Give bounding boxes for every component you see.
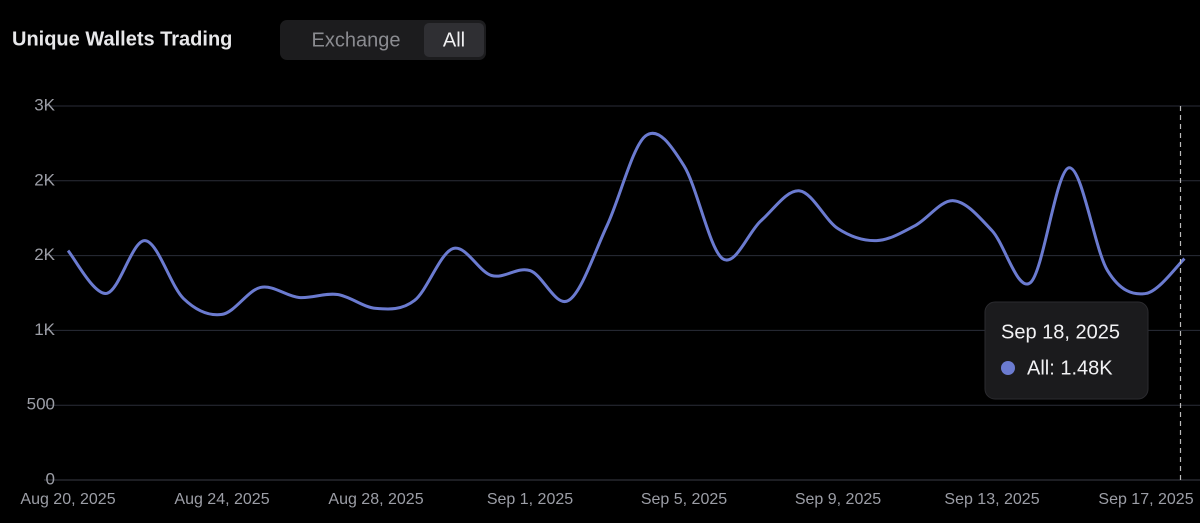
y-tick-label: 0	[46, 469, 55, 488]
y-tick-label: 1K	[34, 320, 55, 339]
x-tick-label: Aug 24, 2025	[174, 491, 269, 508]
x-tick-label: Aug 20, 2025	[20, 491, 115, 508]
y-tick-label: 500	[27, 395, 55, 414]
toggle-selected-bg	[424, 23, 484, 57]
y-tick-label: 2K	[34, 170, 55, 189]
toggle-option[interactable]: Exchange	[312, 29, 401, 51]
y-tick-label: 3K	[34, 95, 55, 114]
chart-title: Unique Wallets Trading	[12, 28, 232, 50]
x-tick-label: Sep 9, 2025	[795, 491, 881, 508]
tooltip-swatch	[1001, 361, 1015, 375]
tooltip-value: All: 1.48K	[1027, 357, 1113, 379]
series-line	[66, 132, 1186, 317]
y-tick-label: 2K	[34, 245, 55, 264]
x-tick-label: Sep 17, 2025	[1098, 491, 1193, 508]
x-tick-label: Sep 5, 2025	[641, 491, 727, 508]
toggle-option[interactable]: All	[443, 29, 465, 51]
x-tick-label: Sep 13, 2025	[944, 491, 1039, 508]
tooltip-box	[984, 301, 1149, 400]
x-tick-label: Sep 1, 2025	[487, 491, 573, 508]
tooltip-date: Sep 18, 2025	[1001, 321, 1120, 343]
x-tick-label: Aug 28, 2025	[328, 491, 423, 508]
